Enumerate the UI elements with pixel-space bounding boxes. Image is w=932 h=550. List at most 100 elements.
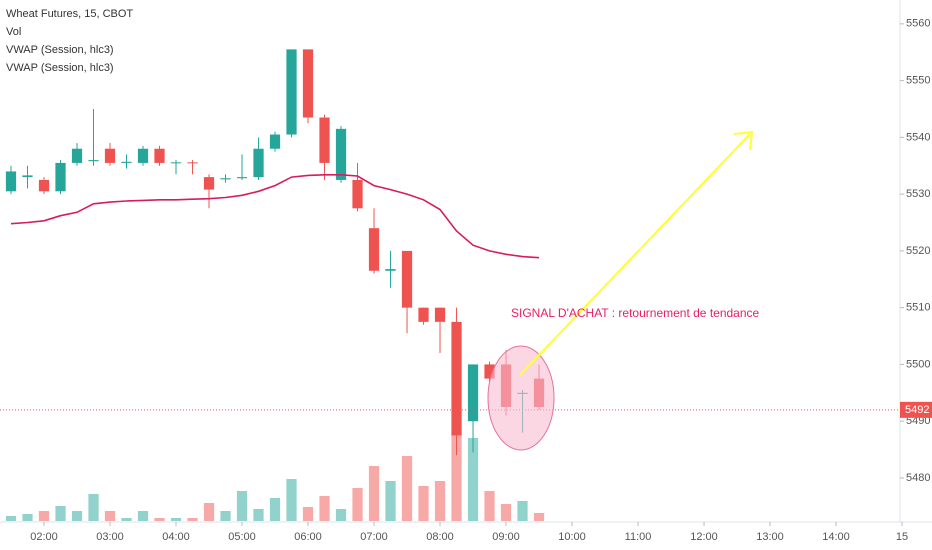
candle-body	[286, 49, 297, 135]
volume-bar	[269, 498, 281, 521]
candle-body	[302, 49, 314, 118]
x-tick-label: 03:00	[96, 531, 124, 543]
x-tick-label: 12:00	[690, 531, 718, 543]
x-tick-label: 13:00	[756, 531, 784, 543]
x-tick-label: 11:00	[625, 531, 652, 543]
plot-area	[0, 49, 900, 521]
volume-bar	[467, 438, 479, 521]
candle-body	[154, 148, 165, 163]
candle-body	[38, 179, 50, 192]
volume-bar	[434, 481, 446, 521]
y-tick-label: 5540	[906, 131, 930, 143]
x-tick-label: 09:00	[492, 531, 520, 543]
volume-bar	[401, 456, 413, 521]
annotation: SIGNAL D'ACHAT : retournement de tendanc…	[511, 306, 760, 320]
last-price-box	[900, 401, 932, 418]
y-tick-label: 5510	[906, 302, 930, 314]
candle-body	[88, 160, 99, 162]
candle-body	[121, 161, 132, 163]
candle-body	[55, 162, 66, 192]
highlight-ellipse	[487, 345, 555, 451]
arrow-head	[733, 130, 754, 151]
volume-bar	[286, 479, 297, 521]
volume-bar	[418, 486, 429, 521]
x-tick-label: 05:00	[228, 531, 256, 543]
vwap-line	[10, 174, 540, 259]
x-tick-label: 04:00	[162, 531, 190, 543]
arrow-line	[519, 133, 751, 376]
volume-bar	[55, 506, 66, 521]
volume-bar	[236, 491, 248, 521]
candle-body	[5, 171, 17, 192]
candle-body	[187, 162, 198, 164]
x-tick-label: 06:00	[294, 531, 322, 543]
volume-bar	[385, 481, 396, 521]
y-tick-label: 5480	[906, 472, 930, 484]
volume-bar	[187, 518, 198, 521]
y-tick-label: 5550	[906, 75, 930, 87]
volume-bar	[71, 511, 83, 521]
y-tick-label: 5490	[906, 415, 930, 427]
y-tick-label: 5530	[906, 188, 930, 200]
candle-body	[203, 177, 215, 190]
x-tick-label: 02:00	[30, 531, 58, 543]
candle-body	[236, 177, 248, 179]
volume-bar	[22, 514, 33, 521]
candle-body	[22, 175, 33, 178]
volume-bar	[451, 431, 462, 521]
volume-bar	[500, 504, 512, 521]
y-tick-label: 5560	[906, 18, 930, 30]
last-price-label: 5492	[905, 404, 929, 416]
candle-body	[467, 364, 479, 422]
x-tick-label: 08:00	[426, 531, 454, 543]
legend-entry: VWAP (Session, hlc3)	[6, 44, 114, 56]
volume-bar	[319, 496, 330, 521]
x-tick-label: 07:00	[360, 531, 388, 543]
volume-bar	[121, 518, 132, 521]
candle-body	[401, 250, 413, 308]
volume-bar	[368, 466, 380, 521]
chart-title: Wheat Futures, 15, CBOT	[6, 8, 133, 20]
volume-bar	[104, 511, 116, 521]
candle-body	[368, 228, 380, 271]
legend-entry: VWAP (Session, hlc3)	[6, 62, 114, 74]
x-tick-label: 14:00	[822, 531, 850, 543]
candle-body	[434, 307, 446, 322]
candle-body	[253, 148, 264, 178]
volume-bar	[533, 513, 545, 521]
volume-bar	[220, 511, 231, 521]
axes: 5480 5490 5500 5510 5520 5530 5540 5550 5560 02:0…	[30, 18, 932, 543]
x-tick-label: 15	[896, 531, 908, 543]
y-tick-label: 5500	[906, 358, 930, 370]
candle-body	[137, 148, 149, 163]
candle-body	[170, 162, 182, 164]
candle-body	[484, 364, 495, 379]
candle-body	[352, 179, 363, 209]
volume-bar	[88, 494, 99, 521]
volume-bar	[5, 516, 17, 521]
candle-body	[335, 128, 347, 180]
candle-body	[220, 178, 231, 180]
candle-body	[104, 148, 116, 163]
volume-bar	[352, 488, 363, 521]
volume-bar	[38, 511, 50, 521]
candle-body	[71, 148, 83, 163]
candle-body	[269, 134, 281, 149]
legend-entry: Vol	[6, 26, 21, 38]
volume-bar	[517, 501, 528, 521]
candle-body	[319, 117, 330, 163]
volume-bar	[253, 509, 264, 521]
volume-bar	[154, 518, 165, 521]
volume-bar	[203, 503, 215, 521]
candle-body	[451, 321, 462, 436]
y-tick-label: 5520	[906, 245, 930, 257]
candle-body	[385, 269, 396, 271]
volume-bar	[302, 507, 314, 521]
candle-body	[418, 307, 429, 322]
x-tick-label: 10:00	[558, 531, 586, 543]
volume-bar	[335, 509, 347, 521]
volume-bar	[484, 491, 495, 521]
volume-bar	[137, 511, 149, 521]
volume-bar	[170, 518, 182, 521]
